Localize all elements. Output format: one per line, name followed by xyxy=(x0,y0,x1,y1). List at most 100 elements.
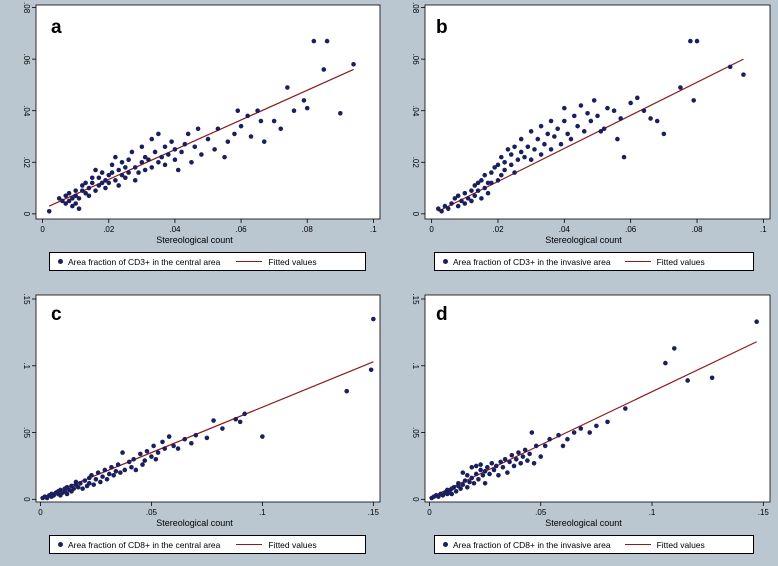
data-point xyxy=(663,360,668,366)
data-point xyxy=(95,470,101,475)
data-point xyxy=(162,162,168,168)
data-point xyxy=(560,443,566,449)
data-point xyxy=(169,139,174,144)
x-tick-label: 0 xyxy=(429,225,434,234)
data-point xyxy=(571,430,577,435)
data-point xyxy=(140,462,145,467)
data-point xyxy=(482,481,488,486)
data-point xyxy=(445,206,451,211)
data-point xyxy=(285,85,290,90)
x-tick-label: .04 xyxy=(169,225,181,234)
data-point xyxy=(211,418,216,423)
data-point xyxy=(471,481,477,486)
plot-area xyxy=(35,294,381,503)
data-point xyxy=(542,141,547,147)
y-tick-label: .02 xyxy=(411,157,420,169)
data-point xyxy=(525,458,530,463)
x-tick-label: .02 xyxy=(103,225,115,234)
data-point xyxy=(611,108,617,114)
x-axis-label-a: Stereological count xyxy=(156,235,233,245)
legend-item-fit-d: Fitted values xyxy=(624,540,705,550)
data-point xyxy=(99,180,105,186)
y-tick-label: .1 xyxy=(411,362,420,369)
data-point xyxy=(578,103,584,108)
data-point xyxy=(628,100,633,106)
data-point xyxy=(113,178,118,183)
data-point xyxy=(472,193,478,199)
data-point xyxy=(63,201,69,206)
data-point xyxy=(529,430,535,435)
plot-svg-c: 0 .05 .1 .15 0 .05 .1 .15 xyxy=(22,293,381,517)
data-point xyxy=(166,152,171,157)
data-point xyxy=(205,136,211,142)
data-point xyxy=(103,185,108,191)
data-point xyxy=(598,129,604,134)
panel-a: 0 .02 .04 .06 .08 .1 0 .02 .04 .06 .08 a Stereolog… xyxy=(0,0,389,283)
data-point xyxy=(535,136,541,142)
data-point xyxy=(442,203,448,209)
data-point xyxy=(129,149,135,155)
data-point xyxy=(516,450,521,455)
data-point xyxy=(532,147,537,152)
y-tick-label: .08 xyxy=(411,2,420,14)
data-point xyxy=(113,154,118,160)
legend-label-fit-c: Fitted values xyxy=(268,539,317,550)
data-point xyxy=(351,62,356,67)
data-point xyxy=(451,485,457,490)
data-point xyxy=(248,134,254,139)
data-point xyxy=(531,460,537,466)
data-point xyxy=(462,478,468,483)
data-point xyxy=(487,471,492,477)
data-point xyxy=(558,141,564,147)
data-point xyxy=(321,67,327,72)
data-point xyxy=(538,454,544,459)
data-point xyxy=(111,472,116,478)
data-point xyxy=(555,126,560,132)
data-point xyxy=(505,470,510,475)
legend-marker-icon xyxy=(58,542,63,547)
data-point xyxy=(480,472,486,478)
data-point xyxy=(548,118,554,124)
legend-item-fit-c: Fitted values xyxy=(236,539,317,550)
data-point xyxy=(225,139,231,144)
data-point xyxy=(460,482,466,487)
data-point xyxy=(78,481,83,486)
data-point xyxy=(654,118,660,124)
data-point xyxy=(515,157,521,162)
x-tick-label: .1 xyxy=(649,508,656,517)
data-point xyxy=(301,98,307,103)
data-point xyxy=(601,126,607,132)
data-point xyxy=(86,185,92,191)
data-point xyxy=(149,454,154,459)
data-point xyxy=(64,491,70,497)
data-point xyxy=(455,193,461,199)
data-point xyxy=(171,443,176,449)
data-point xyxy=(260,434,265,439)
data-point xyxy=(156,131,161,137)
x-tick-label: 0 xyxy=(40,225,45,234)
data-point xyxy=(212,147,217,152)
data-point xyxy=(475,180,481,186)
y-tick-label: .15 xyxy=(411,293,420,305)
legend-line-icon xyxy=(236,261,263,262)
data-point xyxy=(106,172,112,178)
data-point xyxy=(464,485,470,490)
legend-marker-icon xyxy=(58,259,63,264)
data-point xyxy=(513,456,519,462)
data-point xyxy=(233,416,239,422)
data-point xyxy=(146,157,151,162)
legend-marker-icon xyxy=(443,259,448,264)
y-tick-label: .04 xyxy=(411,105,420,117)
data-point xyxy=(103,178,108,183)
data-point xyxy=(741,72,746,77)
panel-label-b: b xyxy=(436,17,448,38)
data-point xyxy=(562,118,567,124)
data-point xyxy=(172,147,178,152)
data-point xyxy=(475,188,481,193)
data-point xyxy=(106,471,112,477)
data-point xyxy=(189,159,194,165)
x-tick-label: .08 xyxy=(691,225,703,234)
data-point xyxy=(493,463,499,469)
data-point xyxy=(159,154,164,160)
data-point xyxy=(73,479,79,485)
